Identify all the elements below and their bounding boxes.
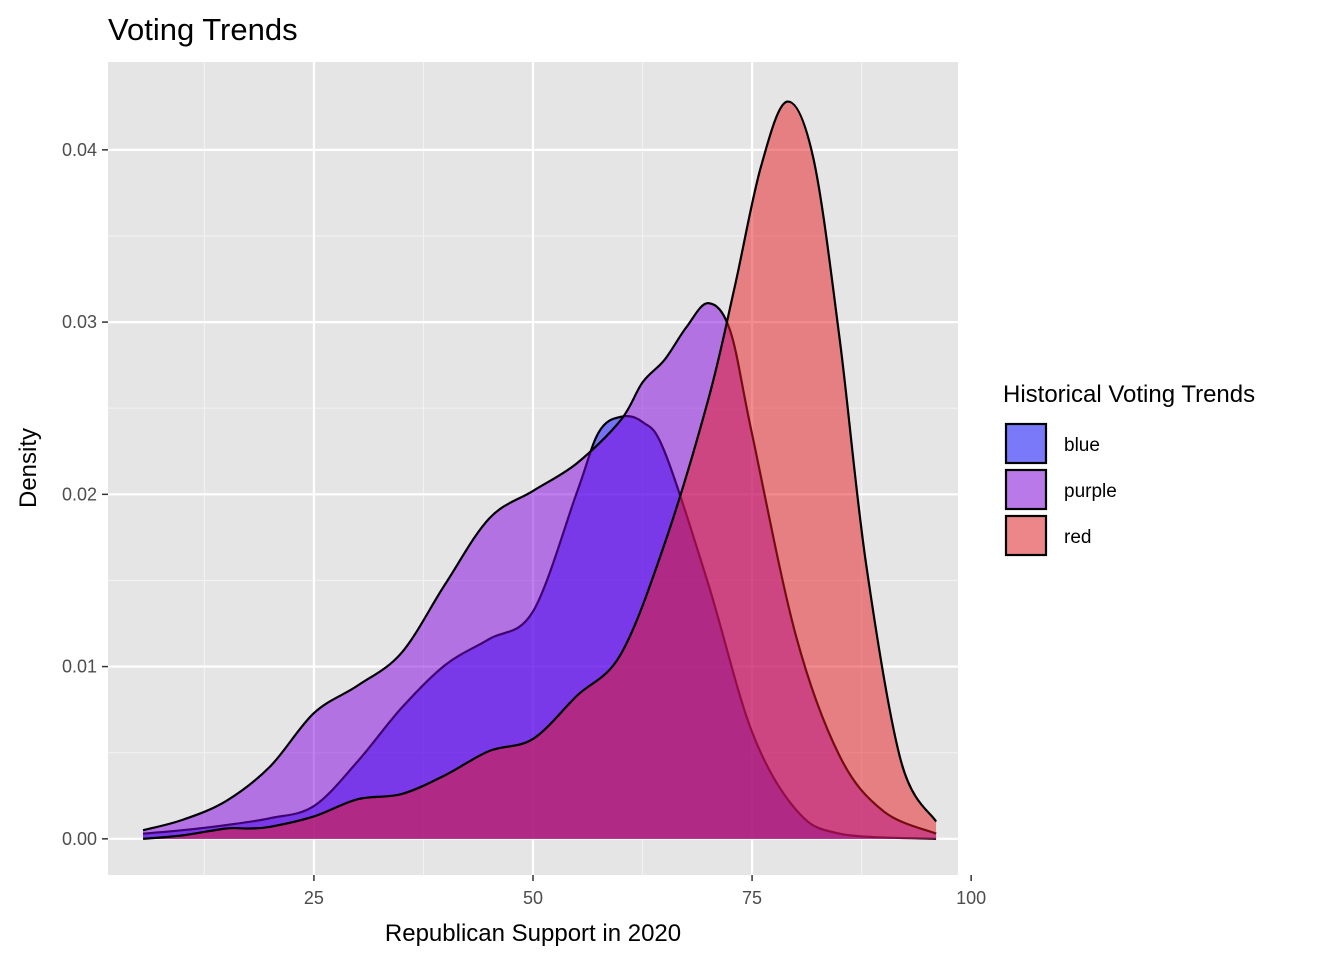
y-tick-label: 0.04: [62, 140, 97, 160]
legend-swatch-blue: [1004, 422, 1048, 465]
x-tick-label: 50: [523, 888, 543, 908]
y-tick-label: 0.01: [62, 657, 97, 677]
legend-label-purple: purple: [1064, 481, 1117, 502]
density-outline-red: [142, 100, 938, 840]
y-tick-label: 0.03: [62, 312, 97, 332]
legend-label-red: red: [1064, 527, 1091, 548]
legend: Historical Voting Trends blue purple red: [1003, 381, 1255, 557]
y-axis-title: Density: [15, 428, 42, 508]
legend-swatch-purple: [1004, 468, 1048, 511]
legend-title: Historical Voting Trends: [1003, 381, 1255, 408]
x-tick-label: 75: [742, 888, 762, 908]
x-tick-label: 25: [304, 888, 324, 908]
legend-swatch-red: [1004, 514, 1048, 557]
y-tick-label: 0.02: [62, 484, 97, 504]
density-areas: [142, 100, 938, 840]
y-tick-label: 0.00: [62, 829, 97, 849]
x-axis-title: Republican Support in 2020: [385, 920, 681, 947]
chart-title: Voting Trends: [108, 12, 298, 47]
density-area-red: [143, 101, 937, 839]
legend-label-blue: blue: [1064, 435, 1100, 456]
x-tick-label: 100: [956, 888, 986, 908]
y-axis: 0.00 0.01 0.02 0.03 0.04: [62, 140, 108, 849]
x-axis: 25 50 75 100: [304, 875, 986, 908]
